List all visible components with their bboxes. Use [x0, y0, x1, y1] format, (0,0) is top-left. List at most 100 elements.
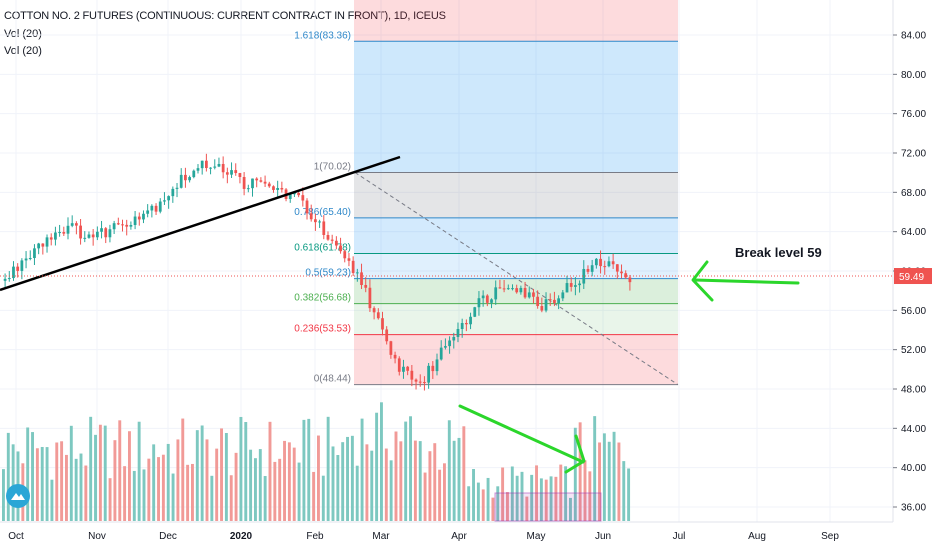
volume-bar-up	[132, 470, 136, 521]
candle-down	[125, 224, 129, 227]
candle-down	[393, 354, 397, 359]
time-axis-label: 2020	[230, 531, 253, 542]
fib-zone-0382	[354, 303, 678, 335]
price-axis-label: 80.00	[901, 70, 926, 81]
candle-up	[582, 268, 586, 284]
volume-bar-up	[346, 436, 349, 521]
candle-up	[402, 366, 405, 372]
candle-down	[49, 237, 53, 240]
candle-down	[330, 239, 334, 241]
candle-up	[288, 194, 292, 199]
candle-up	[192, 170, 196, 178]
volume-bar-up	[612, 431, 616, 521]
volume-bar-up	[380, 402, 383, 521]
volume-bar-up	[520, 471, 524, 521]
volume-bar-down	[554, 476, 558, 521]
candle-down	[259, 180, 263, 182]
candle-down	[16, 266, 20, 271]
candle-down	[414, 379, 418, 382]
volume-bar-down	[491, 497, 495, 521]
candle-up	[427, 365, 431, 383]
tradingview-logo-icon[interactable]	[6, 484, 30, 508]
volume-bar-up	[627, 468, 631, 521]
volume-bar-down	[220, 428, 223, 521]
volume-bar-up	[350, 435, 354, 521]
fib-zone-1618	[354, 41, 678, 173]
volume-indicator-label-secondary[interactable]: Vol (20)	[4, 45, 42, 57]
volume-bar-down	[229, 475, 233, 521]
candle-up	[469, 316, 472, 325]
price-axis-label: 76.00	[901, 109, 926, 120]
fib-zone-1	[354, 172, 678, 218]
volume-bar-up	[152, 444, 156, 521]
candle-down	[553, 299, 556, 303]
candle-down	[431, 365, 435, 372]
candle-down	[603, 266, 607, 268]
price-axis-label: 68.00	[901, 188, 926, 199]
candle-down	[62, 232, 66, 234]
volume-bar-down	[283, 440, 286, 521]
candle-up	[607, 261, 611, 267]
volume-bar-up	[249, 449, 253, 521]
fib-trend-line	[354, 172, 679, 386]
volume-indicator-label[interactable]: Vol (20)	[4, 28, 42, 40]
candle-down	[272, 186, 275, 190]
time-axis-label: Mar	[372, 531, 390, 542]
volume-bar-up	[40, 446, 44, 521]
candle-up	[527, 292, 531, 298]
volume-bar-down	[506, 492, 509, 521]
volume-bar-up	[89, 416, 93, 521]
volume-bar-down	[588, 471, 592, 521]
candle-up	[355, 272, 359, 274]
time-axis-label: Nov	[88, 531, 106, 542]
candle-up	[12, 266, 15, 279]
volume-bar-up	[404, 421, 408, 521]
candle-down	[381, 318, 384, 330]
candle-down	[515, 288, 519, 293]
candle-up	[506, 288, 510, 290]
candle-up	[452, 336, 456, 341]
time-axis-label: Feb	[306, 531, 324, 542]
fib-zone-top	[354, 0, 678, 42]
candle-down	[104, 228, 108, 238]
volume-bar-down	[501, 467, 505, 521]
candle-up	[112, 223, 116, 230]
candle-down	[221, 163, 225, 173]
volume-bar-up	[254, 458, 257, 521]
candle-down	[620, 271, 623, 274]
time-axis-label: Dec	[159, 531, 177, 542]
candle-up	[439, 347, 443, 360]
candle-up	[477, 298, 481, 308]
volume-bar-up	[564, 466, 568, 521]
break-level-annotation: Break level 59	[735, 245, 822, 260]
volume-bar-up	[2, 469, 5, 521]
candle-down	[314, 219, 317, 223]
candle-up	[209, 167, 212, 169]
volume-bar-down	[65, 454, 68, 521]
volume-bar-up	[45, 447, 49, 521]
volume-bar-down	[273, 461, 277, 521]
candle-up	[594, 258, 598, 266]
candle-down	[305, 200, 309, 214]
volume-bar-up	[6, 432, 10, 521]
candle-down	[532, 292, 535, 297]
fib-zone-0236	[354, 334, 678, 385]
candle-down	[397, 358, 401, 372]
candle-down	[372, 308, 376, 313]
volume-bar-down	[35, 448, 39, 521]
price-axis-label: 72.00	[901, 149, 926, 160]
candle-down	[536, 296, 540, 307]
volume-bar-up	[569, 497, 572, 521]
candle-down	[347, 258, 351, 261]
candle-down	[586, 268, 590, 272]
candle-down	[184, 174, 187, 181]
candle-up	[481, 295, 485, 299]
candle-up	[318, 221, 321, 223]
volume-bar-up	[239, 416, 243, 521]
volume-bar-down	[365, 444, 369, 521]
candle-down	[368, 287, 372, 309]
volume-bar-down	[428, 451, 432, 521]
volume-bar-up	[409, 416, 412, 521]
candle-up	[100, 228, 103, 232]
